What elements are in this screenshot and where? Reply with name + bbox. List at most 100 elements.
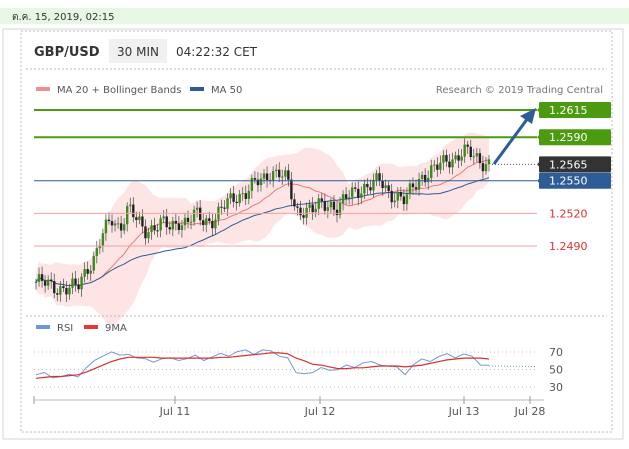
candle-body — [174, 220, 178, 224]
candle-body — [89, 270, 92, 274]
candle-body — [238, 193, 241, 204]
candle-body — [487, 159, 491, 165]
candle-body — [50, 279, 53, 282]
candle-body — [411, 183, 415, 188]
candle-body — [171, 220, 175, 230]
candle-body — [314, 208, 317, 213]
rsi-projection — [488, 365, 538, 367]
candle-body — [369, 187, 372, 191]
candle-body — [65, 288, 68, 295]
rsi-tick-label: 70 — [549, 346, 563, 359]
candle-body — [159, 218, 162, 231]
candle-body — [317, 198, 320, 209]
projection-arrow-head — [520, 108, 536, 124]
candle-body — [241, 193, 244, 195]
candle-body — [53, 281, 56, 294]
candle-body — [372, 179, 375, 191]
candle-body — [223, 207, 226, 209]
candle-body — [95, 248, 99, 256]
candle-body — [323, 201, 327, 211]
candle-body — [113, 223, 117, 226]
timeframe-label: 30 MIN — [117, 45, 159, 59]
candle-body — [77, 284, 80, 290]
date-bar — [0, 8, 629, 24]
candle-body — [229, 193, 232, 199]
levels-layer: 1.2615 1.2590 1.2565 1.2550 1.2520 1.2490 — [34, 102, 611, 253]
x-tick-label: Jul 28 — [514, 405, 546, 418]
level-badge-pointer — [537, 106, 541, 114]
candle-body — [107, 219, 111, 222]
candle-body — [144, 226, 147, 239]
candle-body — [168, 227, 171, 230]
candle-body — [296, 206, 299, 208]
candle-body — [186, 217, 190, 222]
rsi-tick-label: 50 — [549, 364, 563, 377]
candle-body — [405, 194, 409, 205]
candle-body — [290, 179, 293, 200]
candle-body — [442, 155, 445, 163]
candle-body — [305, 207, 308, 218]
candle-body — [390, 190, 393, 203]
candle-body — [357, 188, 360, 198]
x-tick-label: Jul 12 — [304, 405, 336, 418]
rsi-swatch — [36, 325, 50, 329]
candle-body — [332, 201, 336, 210]
candle-body — [454, 155, 457, 160]
candle-body — [119, 223, 123, 231]
candle-body — [460, 156, 463, 161]
rsi-ma-legend: 9MA — [105, 323, 127, 334]
ma20-line — [35, 159, 490, 287]
candle-body — [417, 178, 421, 190]
ma50-swatch — [190, 87, 204, 91]
level-label: 1.2550 — [549, 175, 588, 188]
candle-body — [366, 183, 369, 188]
candle-body — [436, 164, 439, 170]
candle-body — [211, 220, 214, 229]
level-badge — [539, 156, 611, 173]
candle-body — [86, 269, 89, 274]
x-tick-label: Jul 13 — [448, 405, 480, 418]
candle-body — [344, 194, 348, 199]
candle-body — [56, 293, 59, 295]
candle-body — [299, 207, 302, 216]
candle-body — [475, 153, 479, 157]
credit-label: Research © 2019 Trading Central — [436, 85, 603, 96]
candle-body — [481, 163, 485, 172]
candle-body — [402, 196, 406, 205]
level-label: 1.2590 — [549, 131, 588, 144]
candle-body — [341, 194, 345, 204]
candle-body — [387, 185, 390, 191]
candle-body — [393, 200, 396, 203]
candle-body — [293, 199, 296, 207]
candle-body — [153, 225, 156, 231]
candle-body — [177, 223, 181, 231]
candle-body — [147, 232, 150, 239]
candle-body — [138, 216, 141, 221]
rsi-ma-swatch — [84, 325, 98, 329]
candle-body — [247, 190, 251, 199]
candle-body — [141, 216, 144, 227]
candle-body — [423, 174, 427, 183]
rsi-ma-line — [35, 352, 490, 379]
candle-body — [46, 279, 50, 286]
candle-body — [62, 286, 65, 289]
candle-body — [183, 217, 187, 226]
level-badge-pointer — [537, 160, 541, 169]
candle-body — [195, 207, 199, 210]
candle-body — [256, 179, 260, 186]
pair-label: GBP/USD — [34, 45, 100, 60]
rsi-line — [35, 349, 490, 379]
candle-body — [74, 278, 77, 285]
rsi-legend: RSI — [57, 323, 73, 334]
timestamp: ต.ค. 15, 2019, 02:15 — [12, 12, 115, 23]
x-tick-label: Jul 11 — [159, 405, 191, 418]
candle-body — [132, 204, 135, 218]
candle-body — [198, 207, 202, 221]
candle-body — [253, 178, 257, 180]
candle-body — [122, 224, 126, 231]
candle-body — [414, 187, 418, 190]
candle-body — [384, 185, 387, 189]
candle-body — [396, 191, 399, 201]
level-badge-pointer — [537, 133, 541, 142]
level-badge — [539, 129, 611, 146]
